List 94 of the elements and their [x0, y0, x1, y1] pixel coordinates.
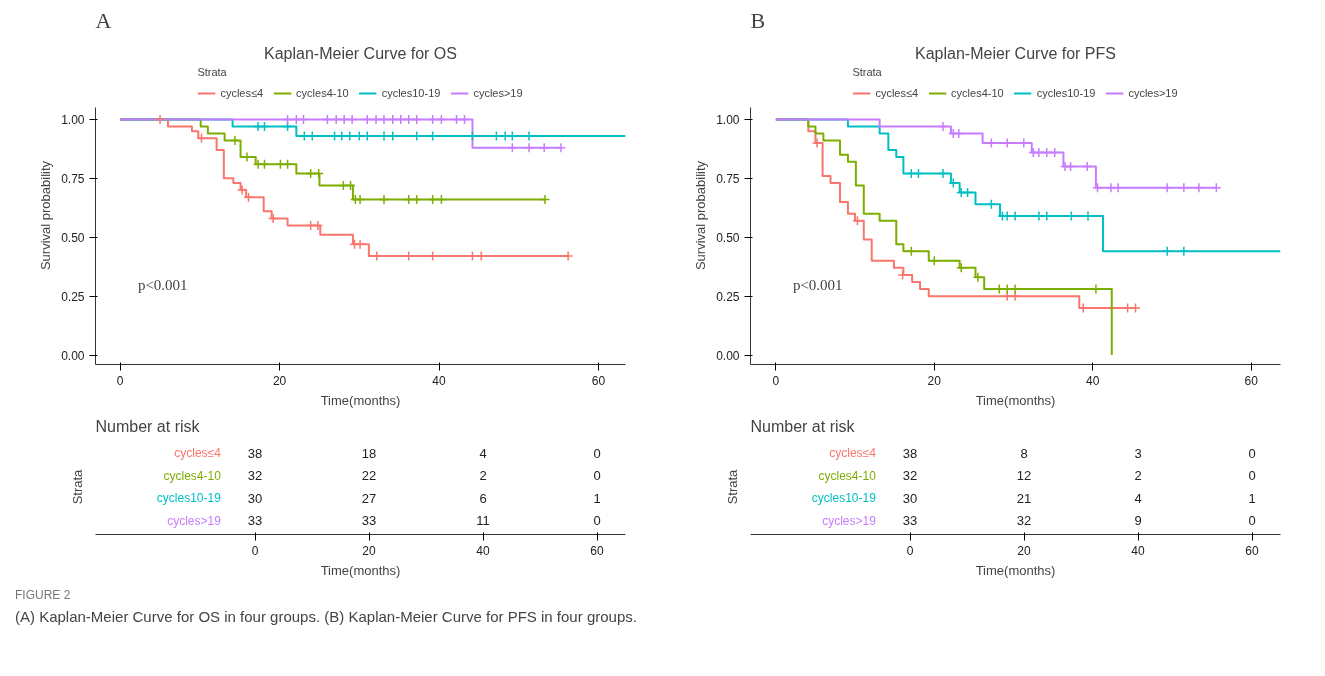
x-tick-label: 0 [772, 373, 780, 388]
legend-label: cycles≤4 [875, 87, 919, 99]
x-tick-label: 60 [591, 373, 606, 388]
x-tick-label: 20 [362, 543, 377, 558]
y-tick-label: 0.00 [61, 348, 85, 363]
y-tick-label: 1.00 [716, 112, 740, 127]
data-label: 33 [361, 513, 377, 529]
data-label: 11 [476, 513, 490, 529]
data-label: 38 [902, 445, 918, 461]
data-label: 2 [1134, 468, 1142, 484]
y-tick-label: cycles10-19 [811, 491, 877, 506]
chart-title: Number at risk [750, 417, 856, 435]
annotation: p<0.001 [137, 276, 188, 293]
y-tick-label: cycles10-19 [156, 491, 222, 506]
legend-title: Strata [852, 66, 883, 78]
legend-label: cycles10-19 [381, 87, 441, 99]
chart-title: Kaplan-Meier Curve for OS [264, 44, 457, 62]
y-tick-label: 1.00 [61, 112, 85, 127]
x-axis-title: Time(months) [320, 392, 401, 408]
text: (A) Kaplan-Meier Curve for OS in four groups. (B) Kaplan-Meier Curve for PFS in four groups. [15, 607, 637, 628]
y-axis-title: Survival probability [38, 160, 54, 271]
x-axis-title: Time(months) [975, 562, 1056, 578]
data-label: 22 [361, 468, 377, 484]
data-label: 0 [1248, 468, 1256, 484]
data-label: 0 [1248, 513, 1256, 529]
caption: FIGURE 2 [15, 587, 72, 604]
y-axis-title: Strata [69, 468, 85, 505]
data-label: 30 [902, 490, 918, 506]
x-tick-label: 20 [927, 373, 942, 388]
data-label: 12 [1016, 468, 1032, 484]
legend-label: cycles≤4 [220, 87, 264, 99]
y-tick-label: 0.00 [716, 348, 740, 363]
y-axis-title: Survival probability [693, 160, 709, 271]
data-label: 18 [361, 445, 377, 461]
chart-title: Kaplan-Meier Curve for PFS [915, 44, 1116, 62]
x-tick-label: 20 [272, 373, 287, 388]
legend-label: cycles4-10 [951, 87, 1004, 99]
data-label: 0 [1248, 445, 1256, 461]
y-tick-label: cycles>19 [822, 513, 877, 528]
y-tick-label: cycles4-10 [818, 468, 877, 483]
y-axis-title: Strata [724, 468, 740, 505]
y-tick-label: 0.50 [716, 230, 740, 245]
data-label: 21 [1016, 490, 1032, 506]
data-label: 30 [247, 490, 263, 506]
legend-label: cycles>19 [1128, 87, 1178, 99]
data-label: 1 [593, 490, 601, 506]
data-label: 38 [247, 445, 263, 461]
legend-label: cycles4-10 [296, 87, 349, 99]
data-label: 32 [1016, 513, 1032, 529]
y-tick-label: cycles>19 [167, 513, 222, 528]
text: A [95, 7, 112, 33]
data-label: 33 [247, 513, 263, 529]
data-label: 6 [479, 490, 487, 506]
x-tick-label: 0 [906, 543, 914, 558]
data-label: 8 [1020, 445, 1028, 461]
y-tick-label: cycles≤4 [174, 446, 222, 461]
x-tick-label: 40 [1086, 373, 1100, 388]
x-tick-label: 40 [432, 373, 446, 388]
x-tick-label: 40 [476, 543, 491, 558]
x-tick-label: 60 [1245, 543, 1260, 558]
x-tick-label: 60 [1244, 373, 1259, 388]
y-tick-label: 0.75 [716, 171, 740, 186]
y-tick-label: 0.25 [61, 289, 85, 304]
data-label: 4 [479, 445, 487, 461]
data-label: 0 [593, 445, 601, 461]
data-label: 27 [361, 490, 377, 506]
data-label: 9 [1134, 513, 1142, 529]
legend-label: cycles10-19 [1036, 87, 1096, 99]
legend-title: Strata [197, 66, 228, 78]
y-tick-label: 0.50 [61, 230, 85, 245]
annotation: p<0.001 [792, 276, 843, 293]
data-label: 1 [1248, 490, 1256, 506]
data-label: 0 [593, 468, 601, 484]
data-label: 0 [593, 513, 601, 529]
x-tick-label: 40 [1131, 543, 1146, 558]
data-label: 4 [1134, 490, 1142, 506]
y-tick-label: 0.25 [716, 289, 740, 304]
y-tick-label: cycles4-10 [163, 468, 222, 483]
data-label: 2 [479, 468, 487, 484]
x-axis-title: Time(months) [975, 392, 1056, 408]
x-axis-title: Time(months) [320, 562, 401, 578]
data-label: 32 [247, 468, 263, 484]
y-tick-label: cycles≤4 [829, 446, 877, 461]
x-tick-label: 0 [116, 373, 124, 388]
legend-label: cycles>19 [473, 87, 523, 99]
data-label: 3 [1134, 445, 1142, 461]
chart-title: Number at risk [95, 417, 201, 435]
x-tick-label: 60 [590, 543, 605, 558]
text: B [750, 7, 766, 33]
data-label: 32 [902, 468, 918, 484]
x-tick-label: 20 [1017, 543, 1032, 558]
x-tick-label: 0 [251, 543, 259, 558]
y-tick-label: 0.75 [61, 171, 85, 186]
data-label: 33 [902, 513, 918, 529]
